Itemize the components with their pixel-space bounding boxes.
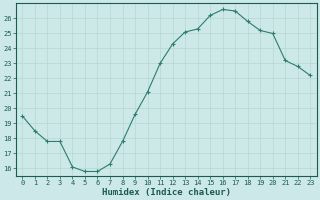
X-axis label: Humidex (Indice chaleur): Humidex (Indice chaleur) <box>102 188 231 197</box>
